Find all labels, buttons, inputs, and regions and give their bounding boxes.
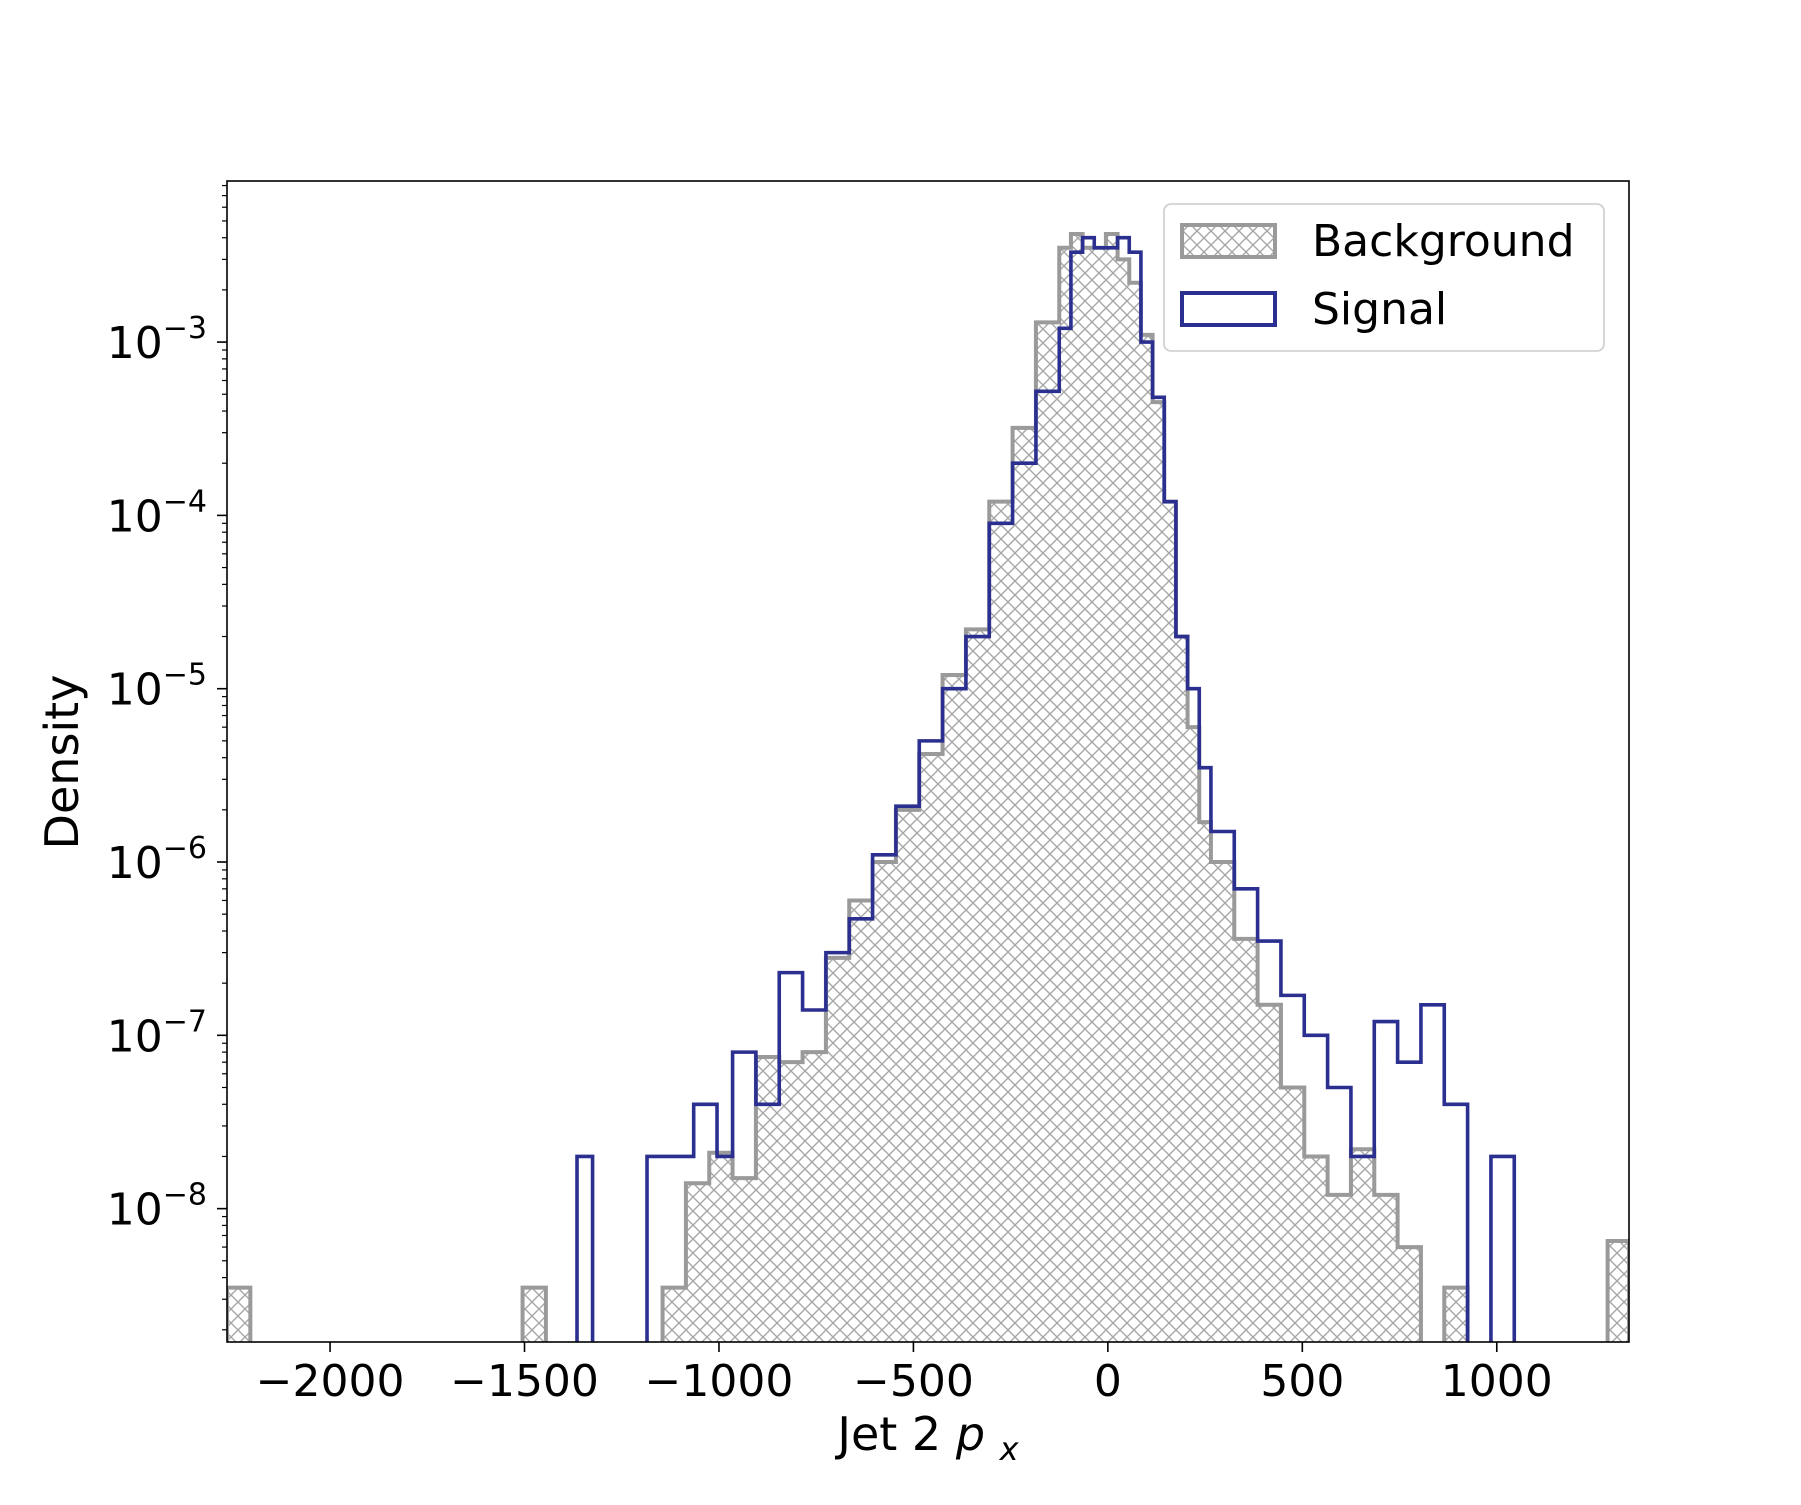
x-tick-label: −500 — [853, 1356, 974, 1407]
x-tick-label: −2000 — [256, 1356, 405, 1407]
histogram-bar — [1035, 322, 1060, 1342]
step-outline-background — [227, 232, 1629, 1342]
histogram-bar — [1094, 247, 1106, 1342]
histogram-bar — [1257, 1004, 1281, 1342]
histogram-bar — [1175, 636, 1188, 1342]
histogram-bar — [755, 1056, 780, 1342]
histogram-bar — [1199, 822, 1211, 1342]
legend-swatch-background — [1180, 223, 1277, 259]
histogram-bar — [1210, 862, 1235, 1342]
histogram-bar — [1082, 247, 1095, 1342]
x-tick-label: 500 — [1260, 1356, 1344, 1407]
x-tick-label: −1500 — [450, 1356, 599, 1407]
histogram-bar — [1234, 938, 1258, 1342]
legend-swatch-signal — [1180, 291, 1277, 327]
histogram-bar — [1105, 234, 1118, 1342]
x-axis-label-text: Jet 2 — [834, 1407, 941, 1461]
y-axis: 10−8 10−7 10−6 10−5 10−4 10−3 — [107, 184, 227, 1331]
histogram-bar — [1280, 1087, 1305, 1342]
histogram-bar — [685, 1183, 710, 1342]
histogram-bar — [662, 1287, 686, 1342]
histogram-bar — [965, 629, 990, 1342]
histogram-bar — [1117, 259, 1130, 1342]
histogram-bar — [1059, 247, 1071, 1342]
histogram-bar — [1350, 1149, 1375, 1342]
x-tick-label: 1000 — [1441, 1356, 1553, 1407]
histogram-bar — [1012, 427, 1036, 1342]
y-tick-label: 10−6 — [107, 831, 207, 889]
y-tick-label: 10−7 — [107, 1004, 207, 1062]
histogram-bar — [802, 1052, 826, 1342]
x-axis: −2000 −1500 −1000 −500 0 500 1000 — [256, 1342, 1553, 1407]
legend-label-background: Background — [1312, 216, 1575, 267]
histogram-bar — [1070, 234, 1083, 1342]
histogram-bar — [1187, 727, 1200, 1342]
histogram-bar — [1607, 1241, 1629, 1342]
histogram-bar — [1129, 282, 1141, 1342]
y-tick-label: 10−5 — [107, 658, 207, 716]
histogram-bar — [825, 957, 850, 1342]
histogram-bar — [1444, 1287, 1468, 1342]
axes-frame — [226, 180, 1630, 1343]
histogram-bar — [872, 862, 896, 1342]
y-tick-label: 10−3 — [107, 311, 207, 369]
x-axis-label: Jet 2 p x — [834, 1407, 1019, 1468]
legend: Background Signal — [1163, 203, 1605, 352]
histogram-bar — [942, 674, 966, 1342]
histogram-bar — [1397, 1247, 1421, 1342]
histogram-bar — [1140, 334, 1153, 1342]
step-outline-signal — [575, 235, 1517, 1342]
series-signal — [575, 235, 1517, 1342]
x-axis-label-symbol: p — [955, 1407, 985, 1461]
histogram-bar — [709, 1152, 733, 1342]
x-tick-label: −1000 — [645, 1356, 794, 1407]
histogram-bar — [522, 1287, 546, 1342]
histogram-bar — [849, 900, 873, 1342]
series-background — [227, 232, 1629, 1342]
legend-label-signal: Signal — [1312, 284, 1447, 335]
histogram-bar — [919, 753, 943, 1342]
y-tick-label: 10−4 — [107, 484, 207, 542]
x-tick-label: 0 — [1094, 1356, 1122, 1407]
histogram-bar — [732, 1178, 756, 1342]
histogram-bar — [1327, 1194, 1351, 1342]
histogram-bar — [1152, 402, 1165, 1342]
y-tick-label: 10−8 — [107, 1178, 207, 1236]
histogram-bar — [895, 809, 920, 1342]
histogram-bar — [1374, 1194, 1398, 1342]
x-axis-label-subscript: x — [999, 1430, 1020, 1468]
y-axis-label: Density — [35, 675, 89, 850]
histogram-bar — [1304, 1156, 1328, 1342]
histogram-bar — [989, 501, 1013, 1342]
histogram-bar — [1164, 501, 1176, 1342]
histogram-bar — [779, 1062, 803, 1342]
histogram-bar — [227, 1287, 251, 1342]
series-layer — [227, 232, 1629, 1342]
